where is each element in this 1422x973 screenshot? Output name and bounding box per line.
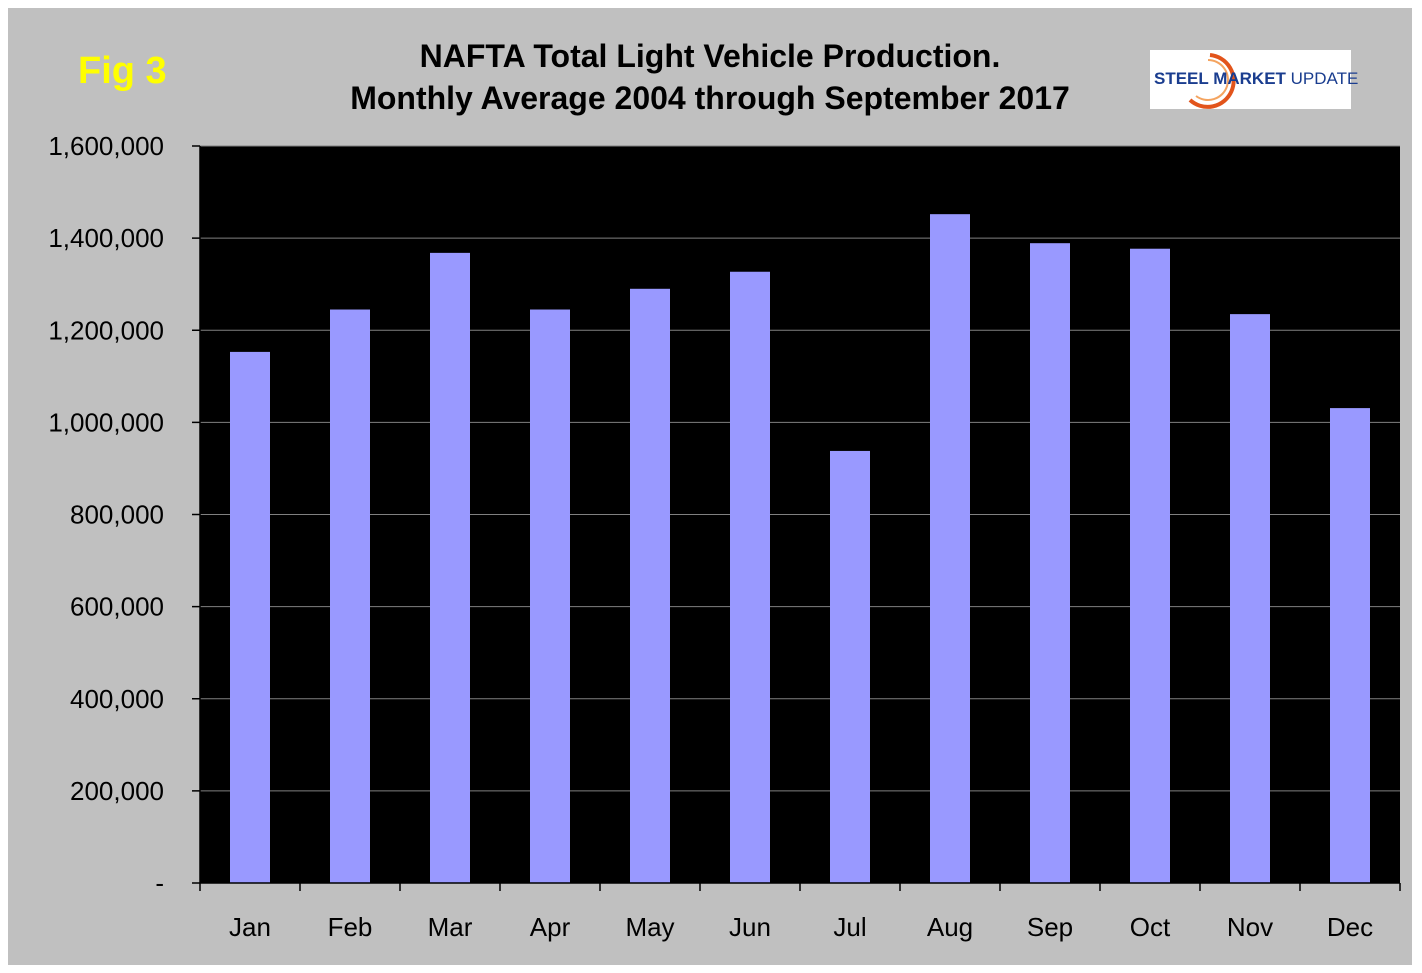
bar-dec [1330,408,1370,883]
y-tick-label: 1,400,000 [48,223,164,253]
bar-mar [430,252,470,884]
x-tick-label: Nov [1227,912,1273,942]
y-tick-label: 800,000 [70,500,164,530]
bar-sep [1030,243,1070,883]
x-tick-label: Apr [530,912,571,942]
x-tick-label: Oct [1130,912,1171,942]
y-tick-label: 1,000,000 [48,407,164,437]
x-tick-label: Dec [1327,912,1373,942]
bar-apr [530,309,570,884]
bars [230,214,1370,884]
logo-text: STEEL MARKET UPDATE [1154,69,1358,89]
x-tick-label: Aug [927,912,973,942]
bar-oct [1130,248,1170,884]
axes [192,145,1401,891]
x-tick-label: Jun [729,912,771,942]
gridlines [200,145,1400,792]
y-tick-labels: - 200,000 400,000 600,000 800,000 1,000,000 1,… [48,131,164,898]
y-tick-label: 600,000 [70,592,164,622]
logo-swoosh-icon [1188,53,1236,109]
bar-aug [930,214,970,884]
x-tick-label: Feb [328,912,373,942]
y-tick-label: 1,600,000 [48,131,164,161]
steel-market-update-logo: STEEL MARKET UPDATE [1150,50,1358,109]
bar-feb [330,309,370,884]
x-tick-label: Mar [428,912,473,942]
y-tick-label: 1,200,000 [48,315,164,345]
bar-jun [730,271,770,883]
bar-nov [1230,314,1270,883]
y-tick-label: 400,000 [70,684,164,714]
logo-text-strong: STEEL MARKET [1154,69,1286,88]
bar-jan [230,351,270,883]
y-tick-label: - [155,868,164,898]
logo-text-light: UPDATE [1285,69,1359,88]
x-tick-label: Jan [229,912,271,942]
bar-jul [830,450,870,883]
chart-title: NAFTA Total Light Vehicle Production. [419,38,1001,74]
x-tick-label: May [625,912,674,942]
y-tick-label: 200,000 [70,776,164,806]
bar-may [630,288,670,883]
x-tick-labels: Jan Feb Mar Apr May Jun Jul Aug Sep Oct Nov Dec [229,912,1373,942]
figure-label: Fig 3 [78,50,167,92]
chart-subtitle: Monthly Average 2004 through September 2… [350,80,1070,116]
x-tick-label: Jul [833,912,866,942]
x-tick-label: Sep [1027,912,1073,942]
